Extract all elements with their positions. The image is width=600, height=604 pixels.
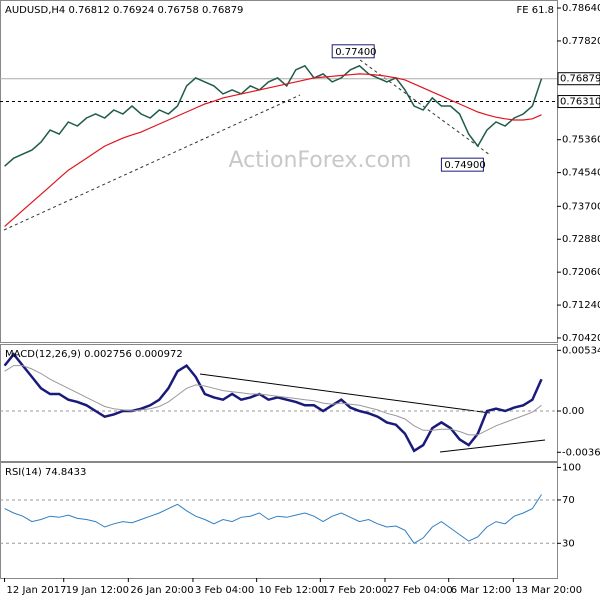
x-tick-label: 6 Mar 12:00 (451, 585, 511, 596)
y-tick-label: 30 (562, 538, 575, 549)
x-tick-label: 13 Mar 20:00 (515, 585, 582, 596)
price-label: 0.76879 (560, 74, 600, 85)
x-tick-label: 27 Feb 04:00 (387, 585, 453, 596)
annotation-label: 0.77400 (335, 47, 376, 58)
y-tick-label: 0.72880 (562, 234, 600, 245)
y-tick-label: 0.73700 (562, 201, 600, 212)
panel-title: RSI(14) 74.8433 (5, 467, 86, 478)
price-label-box (557, 95, 600, 109)
annotation-box (331, 44, 375, 59)
y-tick-label: 0.005346 (562, 345, 600, 356)
x-tick-label: 3 Feb 04:00 (195, 585, 254, 596)
price-panel (0, 0, 558, 343)
x-tick-label: 10 Feb 12:00 (259, 585, 325, 596)
y-tick-label: 0.72060 (562, 267, 600, 278)
x-tick-label: 26 Jan 20:00 (130, 585, 193, 596)
series-line (4, 64, 543, 167)
x-tick-label: 17 Feb 20:00 (322, 585, 388, 596)
series-line (4, 494, 542, 544)
y-tick-label: 70 (562, 495, 575, 506)
price-label-box (557, 72, 600, 86)
y-tick-label: 0.70420 (562, 333, 600, 344)
y-tick-label: 100 (562, 462, 581, 473)
y-tick-label: 0.71240 (562, 300, 600, 311)
panel-title: AUDUSD,H4 0.76812 0.76924 0.76758 0.7687… (5, 5, 243, 16)
price-label: 0.76310 (560, 97, 600, 108)
annotation-box (440, 157, 484, 172)
macd-trend-line (199, 373, 491, 414)
macd-trend-line (439, 439, 546, 453)
series-line (4, 73, 542, 227)
trend-line (3, 94, 301, 231)
panel-title: MACD(12,26,9) 0.002756 0.000972 (5, 349, 183, 360)
y-tick-label: 0.77820 (562, 36, 600, 47)
macd-panel (0, 344, 558, 462)
watermark: ActionForex.com (229, 148, 412, 173)
y-tick-label: 0.00 (562, 406, 584, 417)
series-line (4, 365, 542, 436)
y-tick-label: -0.003633 (562, 447, 600, 458)
study-label: FE 61.8 (516, 5, 554, 16)
y-tick-label: 0.78640 (562, 3, 600, 14)
annotation-label: 0.74900 (444, 160, 485, 171)
x-tick-label: 12 Jan 2017 (7, 585, 67, 596)
rsi-panel (0, 462, 558, 579)
y-tick-label: 0.74540 (562, 168, 600, 179)
y-tick-label: 0.75360 (562, 135, 600, 146)
x-tick-label: 19 Jan 12:00 (66, 585, 129, 596)
